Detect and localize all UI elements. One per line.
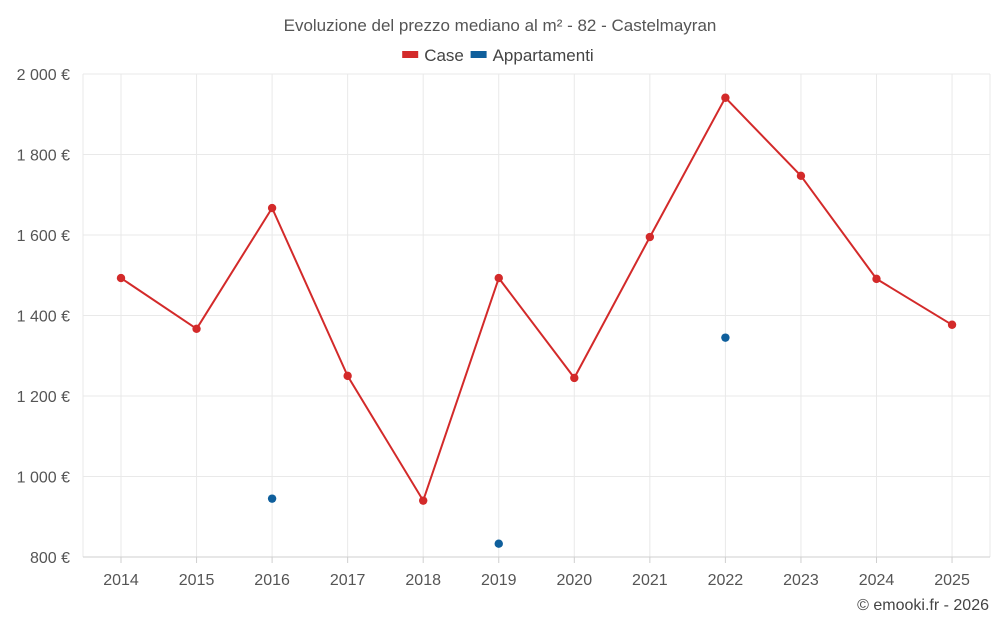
y-tick-label: 800 € — [30, 550, 70, 567]
data-point-case[interactable] — [267, 203, 277, 213]
gridlines — [82, 73, 991, 557]
x-tick-label: 2019 — [481, 572, 517, 589]
data-point-case[interactable] — [192, 324, 201, 333]
legend-label-appartamenti[interactable]: Appartamenti — [493, 46, 594, 65]
x-tick-label: 2017 — [330, 572, 366, 589]
data-point-case[interactable] — [947, 320, 957, 329]
x-tick-label: 2015 — [179, 572, 215, 589]
legend-swatch-case — [402, 51, 419, 58]
x-tick-label: 2024 — [859, 572, 895, 589]
data-point-case[interactable] — [796, 171, 806, 181]
x-axis: 2014 2015 2016 2017 2018 2019 2020 2021 2022 2023… — [83, 556, 990, 589]
x-tick-label: 2022 — [708, 572, 744, 589]
y-tick-label: 1 800 € — [17, 148, 70, 165]
x-tick-label: 2021 — [632, 572, 668, 589]
legend: Case Appartamenti — [402, 46, 594, 65]
data-point-case[interactable] — [419, 496, 428, 505]
x-tick-label: 2025 — [934, 572, 970, 589]
x-tick-label: 2016 — [254, 572, 290, 589]
data-point-case[interactable] — [343, 371, 352, 381]
data-point-appartamenti[interactable] — [267, 494, 277, 503]
data-point-appartamenti[interactable] — [494, 539, 503, 548]
credit-text: © emooki.fr - 2026 — [857, 597, 989, 614]
series-layer — [116, 93, 957, 548]
data-point-appartamenti[interactable] — [721, 333, 730, 342]
data-point-case[interactable] — [494, 273, 503, 283]
x-tick-label: 2023 — [783, 572, 819, 589]
y-tick-label: 1 200 € — [17, 389, 70, 406]
y-tick-label: 2 000 € — [17, 67, 70, 84]
y-tick-label: 1 400 € — [17, 309, 70, 326]
y-tick-label: 1 000 € — [17, 470, 70, 487]
data-point-case[interactable] — [872, 274, 881, 284]
data-point-case[interactable] — [570, 373, 579, 383]
x-tick-label: 2018 — [405, 572, 441, 589]
x-tick-label: 2020 — [557, 572, 593, 589]
data-point-case[interactable] — [645, 232, 655, 242]
chart-title: Evoluzione del prezzo mediano al m² - 82… — [284, 16, 717, 35]
x-tick-label: 2014 — [103, 572, 139, 589]
data-point-case[interactable] — [721, 93, 730, 102]
series-line-case — [120, 96, 953, 502]
legend-swatch-appartamenti — [470, 51, 487, 58]
data-point-case[interactable] — [116, 273, 126, 283]
y-tick-label: 1 600 € — [17, 228, 70, 245]
legend-label-case[interactable]: Case — [424, 46, 464, 65]
y-axis: 800 € 1 000 € 1 200 € 1 400 € 1 600 € 1 800 €… — [17, 67, 70, 567]
